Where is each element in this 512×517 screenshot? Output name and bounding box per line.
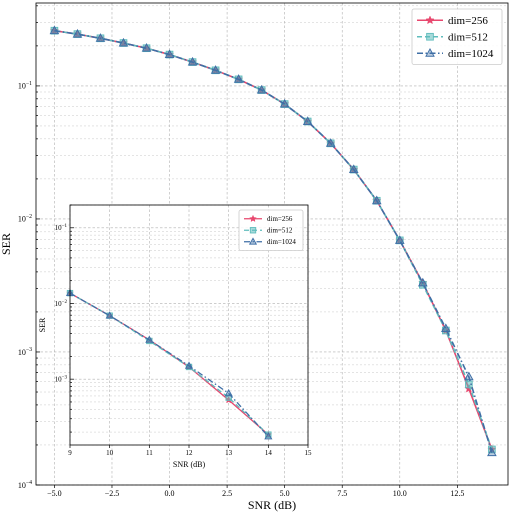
- y-tick-label: 10−2: [55, 299, 68, 308]
- legend: dim=256 dim=512 dim=1024: [238, 209, 304, 251]
- y-tick-label: 10−1: [18, 81, 32, 91]
- x-tick-label: 10.0: [393, 489, 407, 498]
- y-tick-label: 10−3: [18, 347, 32, 357]
- x-tick-label: 2.5: [222, 489, 232, 498]
- legend-label: dim=512: [448, 32, 488, 44]
- y-tick-label: 10−4: [18, 480, 32, 490]
- triangle-marker: [224, 388, 233, 397]
- triangle-marker: [145, 335, 154, 343]
- square-marker: [426, 32, 434, 41]
- triangle-marker: [302, 116, 313, 125]
- triangle-marker: [371, 195, 382, 205]
- triangle-marker: [394, 235, 405, 244]
- legend: dim=256 dim=512 dim=1024: [411, 8, 503, 65]
- triangle-marker: [425, 48, 435, 57]
- triangle-marker: [417, 277, 428, 287]
- y-tick-label: 10−2: [18, 214, 32, 224]
- x-tick-label: 5.0: [280, 489, 290, 498]
- triangle-marker: [440, 323, 451, 332]
- y-tick-label: 10−3: [55, 374, 68, 383]
- series-line: [69, 292, 269, 436]
- legend-label: dim=1024: [448, 48, 494, 60]
- triangle-marker: [264, 432, 273, 440]
- inset-axes: 9 10 11 12 13 14 15 10−1 10−2 10−3 SNR (dB) SER dim=…: [38, 204, 313, 469]
- series-line: [69, 292, 269, 437]
- legend-label: dim=1024: [267, 238, 296, 246]
- triangle-marker: [141, 42, 152, 52]
- x-axis-label: SNR (dB): [248, 498, 296, 512]
- triangle-marker: [72, 28, 83, 38]
- square-marker: [265, 431, 272, 438]
- y-tick-label: 10−1: [55, 223, 68, 232]
- triangle-marker: [348, 164, 359, 174]
- triangle-marker: [184, 361, 194, 369]
- legend-label: dim=512: [267, 227, 293, 235]
- x-tick-label: −5.0: [47, 489, 62, 498]
- legend-label: dim=256: [267, 215, 293, 223]
- legend-box: [238, 209, 304, 251]
- x-tick-label: 13: [225, 449, 233, 457]
- triangle-marker: [164, 49, 175, 59]
- x-tick-label: 15: [305, 449, 313, 457]
- x-tick-label: 14: [265, 449, 273, 457]
- x-tick-label: −2.5: [105, 489, 120, 498]
- y-axis-label: SER: [0, 233, 13, 255]
- x-tick-label: 10: [106, 449, 114, 457]
- series-line: [54, 29, 493, 453]
- triangle-marker: [49, 25, 60, 35]
- square-marker: [465, 380, 473, 389]
- axes-frame: [35, 2, 509, 486]
- series-dim-1024: [49, 25, 497, 457]
- triangle-marker: [95, 33, 106, 42]
- triangle-marker: [118, 37, 129, 47]
- x-axis-label: SNR (dB): [173, 460, 206, 469]
- x-tick-label: 9: [68, 449, 72, 457]
- star-marker: [425, 15, 435, 25]
- grid: [69, 204, 309, 448]
- y-axis-label: SER: [38, 317, 47, 332]
- square-marker: [225, 394, 232, 401]
- triangle-marker: [487, 447, 497, 457]
- triangle-marker: [325, 138, 336, 147]
- x-tick-label: 0.0: [165, 489, 175, 498]
- legend-label: dim=256: [448, 15, 488, 27]
- x-tick-label: 11: [146, 449, 153, 457]
- x-tick-label: 12: [186, 449, 194, 457]
- triangle-marker: [233, 74, 244, 83]
- triangle-marker: [256, 84, 267, 94]
- axes-frame: [69, 204, 309, 446]
- triangle-marker: [464, 371, 474, 381]
- triangle-marker: [248, 237, 258, 245]
- triangle-marker: [279, 98, 290, 108]
- triangle-marker: [210, 65, 221, 74]
- star-marker: [249, 214, 257, 223]
- triangle-marker: [187, 56, 198, 66]
- legend-box: [411, 8, 503, 65]
- triangle-marker: [105, 311, 114, 319]
- x-tick-label: 7.5: [337, 489, 347, 498]
- square-marker: [249, 227, 257, 234]
- x-tick-label: 12.5: [450, 489, 464, 498]
